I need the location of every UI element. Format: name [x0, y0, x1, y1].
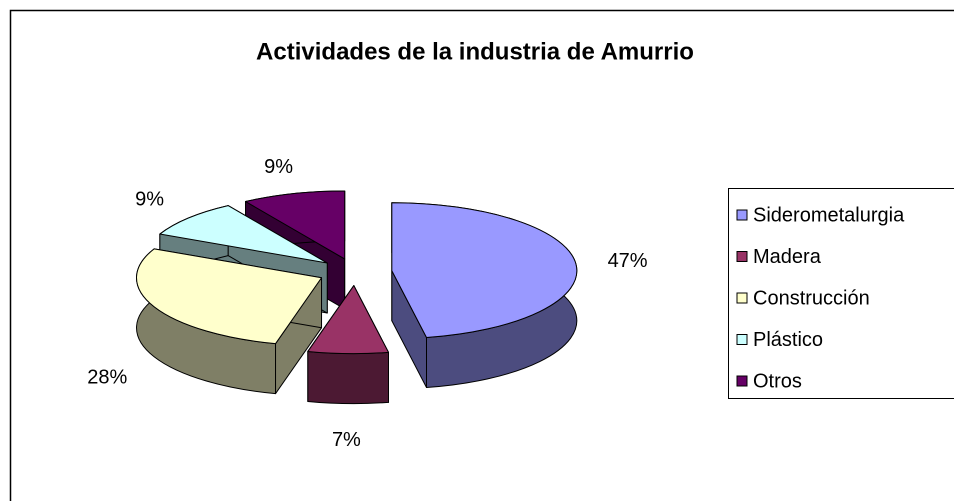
legend-swatch [736, 375, 748, 387]
slice-top [307, 285, 390, 355]
data-label: 47% [608, 250, 648, 272]
legend-label: Madera [753, 246, 822, 268]
legend-swatch [736, 334, 748, 345]
chart-frame [9, 9, 954, 501]
slice-top [391, 202, 578, 339]
data-label: 9% [264, 156, 293, 178]
legend [728, 188, 954, 399]
legend-label: Construcción [753, 287, 870, 309]
data-label: 9% [135, 188, 164, 210]
pie: 47% 7% 28% 9% 9% [87, 156, 648, 451]
pie-slice [391, 202, 578, 389]
legend-swatch [736, 209, 748, 221]
legend-swatch [736, 251, 748, 262]
pie-slice [136, 248, 323, 395]
slice-top [136, 248, 323, 345]
legend-items: Siderometalurgia Madera Construcción Plásti… [736, 204, 905, 392]
legend-label: Otros [753, 370, 802, 392]
slice-top [245, 190, 346, 260]
legend-swatch [736, 292, 748, 304]
pie-slice [307, 285, 390, 405]
data-label: 28% [87, 367, 127, 389]
slice-wall [307, 350, 390, 405]
slice-top [159, 205, 328, 264]
legend-label: Siderometalurgia [753, 204, 905, 226]
data-label: 7% [332, 429, 361, 451]
legend-label: Plástico [753, 329, 823, 351]
chart-title: Actividades de la industria de Amurrio [256, 38, 694, 65]
